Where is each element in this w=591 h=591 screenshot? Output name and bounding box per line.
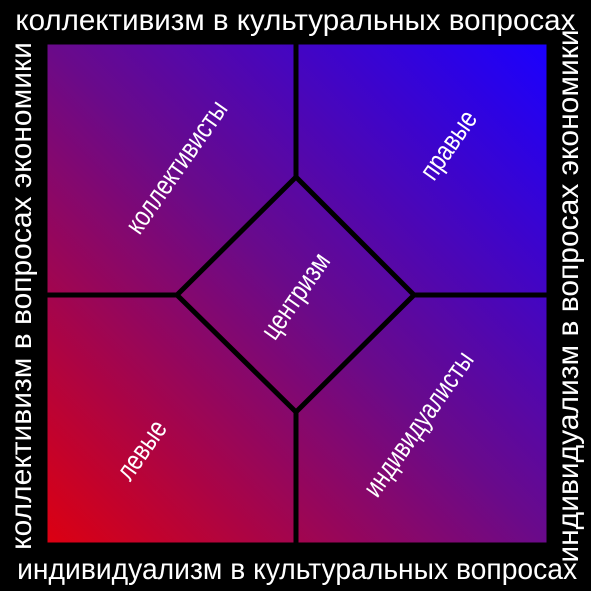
quadrant-lines: [42, 39, 552, 548]
axis-label-bottom: индивидуализм в культуральных вопросах: [0, 549, 591, 591]
center-diamond: [173, 173, 418, 416]
axis-label-bottom-text: индивидуализм в культуральных вопросах: [17, 553, 578, 586]
axis-label-top: коллективизм в культуральных вопросах: [0, 0, 591, 42]
axis-label-top-text: коллективизм в культуральных вопросах: [15, 4, 576, 37]
